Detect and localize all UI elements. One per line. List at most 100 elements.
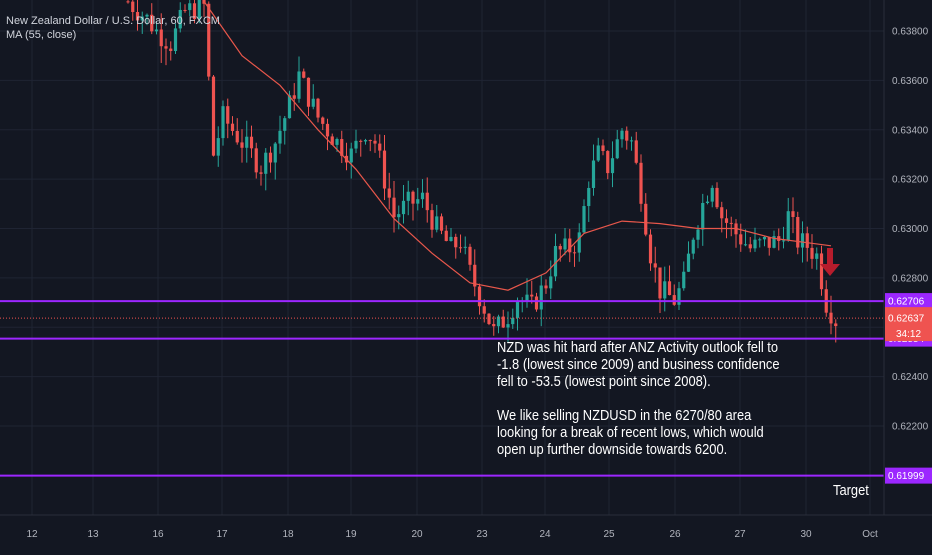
candle-body: [705, 201, 710, 204]
candle-body: [511, 317, 515, 325]
candle: [639, 154, 643, 212]
candle: [373, 134, 377, 153]
candle-body: [701, 203, 705, 230]
candle-body: [411, 191, 415, 204]
candle-body: [278, 130, 282, 144]
grid-lines: [0, 0, 884, 515]
symbol-title[interactable]: New Zealand Dollar / U.S. Dollar, 60, FX…: [6, 15, 220, 27]
candle: [596, 137, 600, 163]
candle: [245, 120, 249, 163]
level-badge-label: 0.62706: [888, 297, 925, 308]
candle-body: [444, 230, 448, 241]
price-tick-label: 0.62200: [892, 422, 929, 433]
candle-body: [758, 239, 762, 241]
candle-body: [439, 216, 444, 231]
candle: [525, 278, 529, 308]
candle-body: [373, 140, 377, 144]
candle: [406, 180, 410, 216]
candle: [720, 201, 724, 233]
candle-body: [482, 306, 486, 314]
candle-body: [454, 236, 458, 248]
candle: [762, 235, 767, 247]
candle-body: [729, 222, 733, 224]
candle: [677, 281, 681, 310]
candle: [767, 236, 771, 256]
candle-body: [468, 246, 472, 265]
candle: [691, 237, 695, 260]
candle: [468, 243, 472, 271]
candle-body: [800, 233, 805, 248]
candle-body: [496, 316, 501, 327]
candle-body: [259, 172, 263, 174]
candle: [164, 38, 168, 66]
candle-body: [544, 285, 548, 289]
candle: [306, 77, 311, 117]
candle-body: [691, 239, 695, 254]
candle-body: [264, 152, 268, 174]
candle-body: [634, 140, 638, 163]
candle: [363, 138, 368, 145]
candle: [772, 230, 776, 249]
time-tick-label: 27: [734, 529, 746, 540]
candle: [530, 280, 534, 304]
candle-body: [435, 216, 439, 230]
candle: [268, 146, 273, 173]
candle-body: [188, 3, 192, 11]
candle-body: [819, 253, 824, 290]
time-tick-label: 17: [216, 529, 228, 540]
candle-body: [629, 140, 634, 142]
candle-body: [743, 244, 748, 246]
candle-body: [625, 130, 629, 141]
candle-body: [696, 229, 700, 240]
down-arrow-icon: [820, 248, 840, 276]
level-badge-bg: [885, 467, 932, 484]
candle: [796, 211, 800, 255]
candle-body: [297, 71, 301, 99]
candle: [340, 130, 344, 164]
candle-body: [805, 233, 809, 248]
candle: [629, 136, 634, 151]
candle-body: [648, 234, 653, 264]
candle: [439, 213, 444, 235]
candle: [615, 129, 619, 160]
target-label[interactable]: Target: [833, 482, 869, 499]
countdown-label: 34:12: [896, 329, 921, 340]
candle-body: [359, 140, 363, 142]
indicator-label[interactable]: MA (55, close): [6, 29, 77, 41]
candle-body: [525, 294, 529, 302]
current-price-badge: 0.62637 34:12: [885, 307, 932, 342]
candle: [325, 118, 330, 151]
candle: [606, 150, 610, 180]
time-tick-label: 18: [282, 529, 294, 540]
candle-body: [577, 232, 581, 253]
candle-body: [720, 207, 724, 219]
candle-body: [425, 192, 429, 211]
candle: [515, 297, 520, 331]
candle-body: [644, 203, 648, 235]
candle: [458, 234, 463, 253]
candle-body: [506, 324, 510, 328]
current-price-badge-bg: [885, 307, 932, 342]
candle-body: [292, 95, 296, 99]
candle: [416, 187, 420, 211]
candle-body: [406, 191, 410, 201]
candle-body: [658, 267, 662, 299]
candle-body: [230, 123, 235, 131]
level-badge-label: 0.61999: [888, 471, 925, 482]
candle-body: [335, 139, 339, 145]
candle: [321, 116, 325, 131]
candle-body: [325, 123, 330, 137]
candle: [397, 205, 401, 230]
candle: [591, 144, 596, 196]
candle-body: [549, 276, 553, 289]
trade-annotation[interactable]: NZD was hit hard after ANZ Activity outl…: [497, 339, 789, 475]
candle: [382, 135, 387, 200]
candle-body: [211, 76, 216, 156]
candle: [154, 21, 159, 35]
candle: [297, 56, 301, 103]
candle: [126, 0, 130, 4]
candle: [563, 227, 567, 256]
candle-body: [620, 130, 624, 140]
